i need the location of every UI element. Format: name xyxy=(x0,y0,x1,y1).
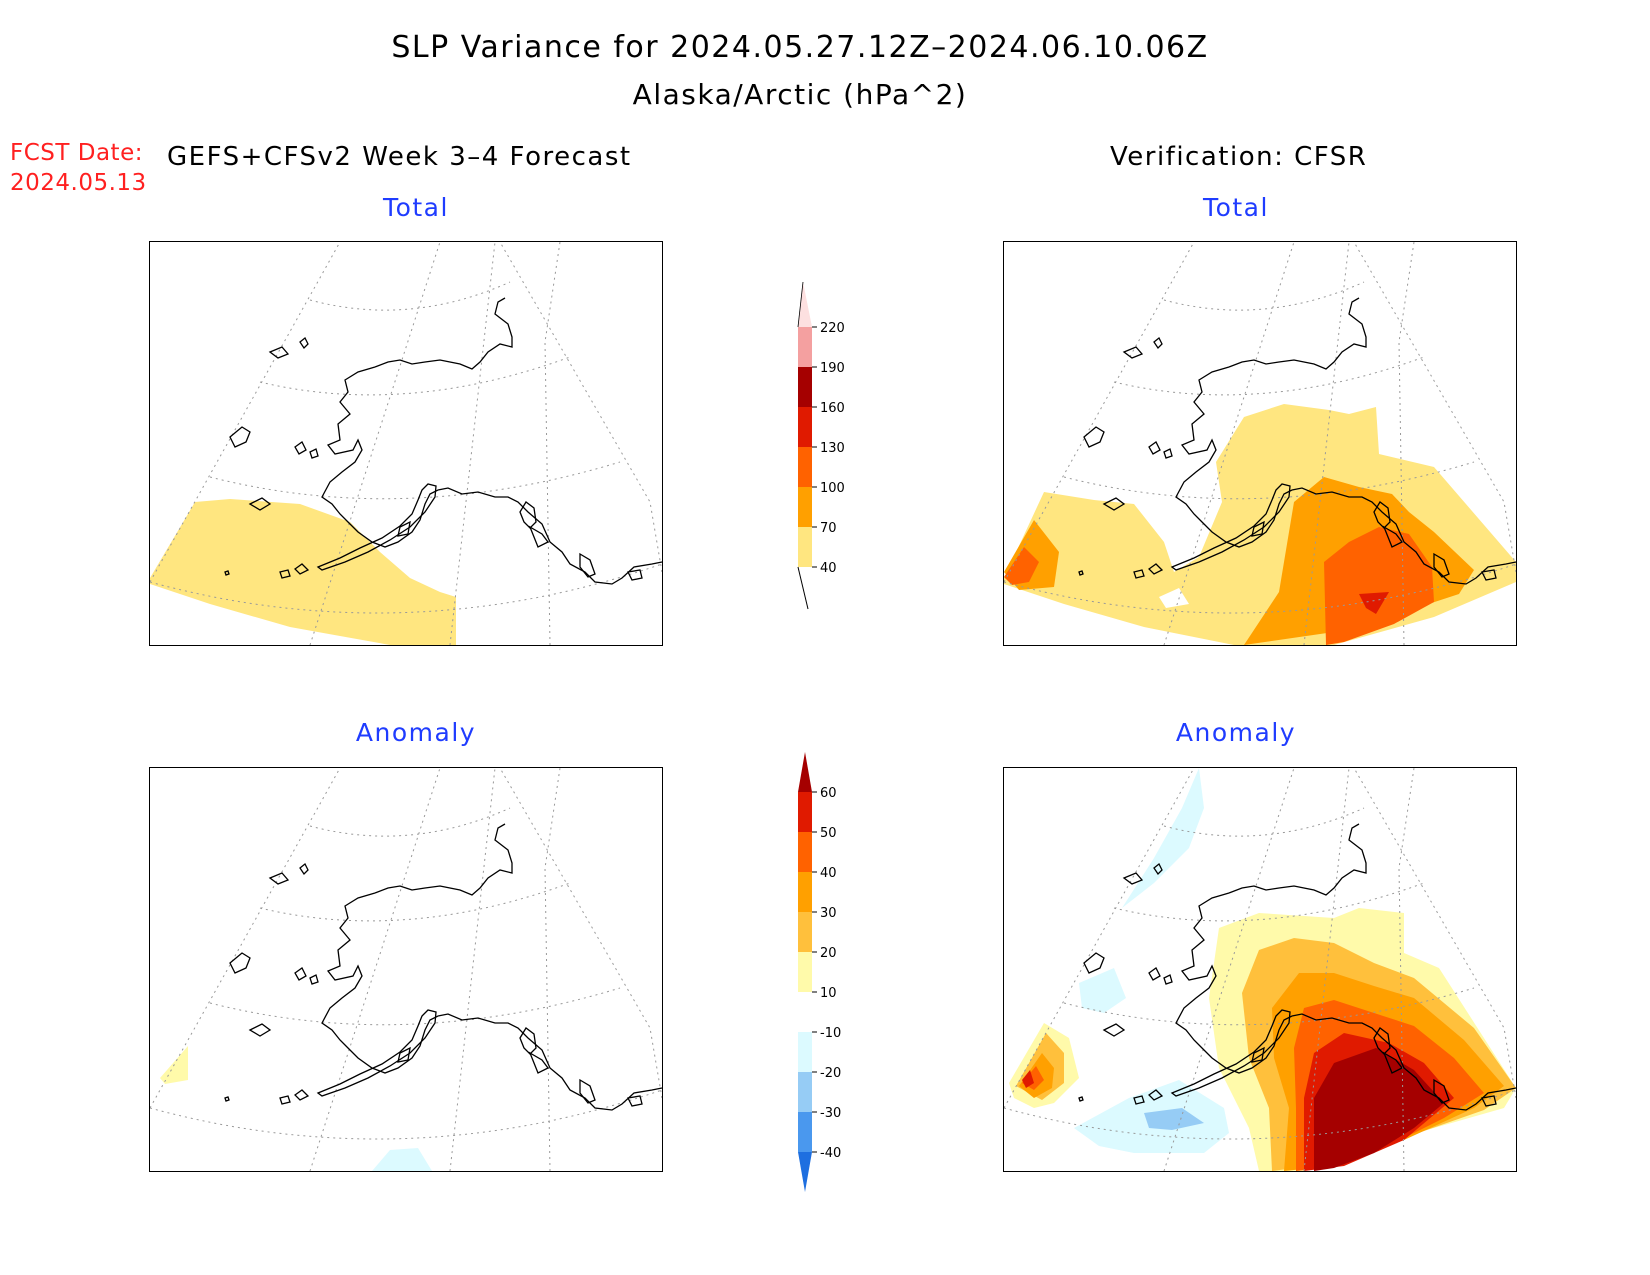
colorbar-tick-label: -20 xyxy=(820,1066,841,1081)
forecast-total-label: Total xyxy=(383,193,449,222)
colorbar-box xyxy=(798,872,812,912)
forecast-date-label: FCST Date: xyxy=(10,140,143,166)
colorbar-tick-label: 160 xyxy=(820,401,845,416)
colorbar-tick-label: 130 xyxy=(820,441,845,456)
colorbar-bottom-triangle xyxy=(798,1152,812,1192)
forecast-date-value: 2024.05.13 xyxy=(10,170,147,196)
colorbar-tick-label: 40 xyxy=(820,866,837,881)
colorbar-bottom-triangle xyxy=(797,566,809,610)
total-colorbar: 40 70 100 130 160 190 220 xyxy=(778,281,858,616)
verification-anomaly-label: Anomaly xyxy=(1175,718,1297,747)
colorbar-tick-label: 190 xyxy=(820,361,845,376)
anomaly-contour-minus10-minus20 xyxy=(372,1148,432,1171)
anomaly-contour-50-60 xyxy=(1022,1070,1034,1088)
colorbar-box xyxy=(798,327,812,367)
colorbar-box xyxy=(798,407,812,447)
colorbar-box xyxy=(798,992,812,1032)
anomaly-colorbar: -40 -30 -20 -10 10 20 30 40 50 60 xyxy=(778,752,858,1206)
colorbar-box xyxy=(798,952,812,992)
colorbar-box xyxy=(798,1072,812,1112)
colorbar-box xyxy=(798,367,812,407)
colorbar-tick-label: 40 xyxy=(820,561,837,576)
colorbar-box xyxy=(798,487,812,527)
colorbar-box xyxy=(798,792,812,832)
verification-anomaly-map xyxy=(1003,767,1517,1172)
colorbar-box xyxy=(798,447,812,487)
colorbar-tick-label: -10 xyxy=(820,1026,841,1041)
colorbar-tick-label: 10 xyxy=(820,986,837,1001)
colorbar-box xyxy=(798,832,812,872)
verification-total-map xyxy=(1003,241,1517,646)
page-title: SLP Variance for 2024.05.27.12Z–2024.06.… xyxy=(391,30,1209,65)
verification-total-label: Total xyxy=(1203,193,1269,222)
colorbar-top-triangle xyxy=(798,752,812,792)
colorbar-tick-label: 70 xyxy=(820,521,837,536)
page-subtitle: Alaska/Arctic (hPa^2) xyxy=(632,78,968,111)
colorbar-tick-label: 30 xyxy=(820,906,837,921)
variance-contour-130-160 xyxy=(1359,592,1389,614)
colorbar-box xyxy=(798,1032,812,1072)
colorbar-tick-label: -30 xyxy=(820,1106,841,1121)
variance-contour-lt40 xyxy=(1159,588,1189,608)
forecast-total-map xyxy=(149,241,663,646)
colorbar-box xyxy=(798,1112,812,1152)
colorbar-tick-label: 60 xyxy=(820,786,837,801)
anomaly-contour-minus10-minus20 xyxy=(1079,968,1126,1013)
colorbar-box xyxy=(798,527,812,567)
forecast-date-block: FCST Date: 2024.05.13 xyxy=(10,138,147,198)
colorbar-tick-label: 100 xyxy=(820,481,845,496)
forecast-column-title: GEFS+CFSv2 Week 3–4 Forecast xyxy=(167,142,632,172)
anomaly-contour-minus10-minus20 xyxy=(1122,768,1204,908)
anomaly-contour-gt60 xyxy=(1314,1048,1444,1171)
anomaly-contour-minus20-minus30 xyxy=(1144,1108,1204,1130)
colorbar-tick-label: 220 xyxy=(820,321,845,336)
colorbar-tick-label: 50 xyxy=(820,826,837,841)
colorbar-tick-label: -40 xyxy=(820,1146,841,1161)
forecast-anomaly-map xyxy=(149,767,663,1172)
variance-contour-100-130 xyxy=(1324,527,1434,645)
forecast-anomaly-label: Anomaly xyxy=(355,718,477,747)
colorbar-tick-label: 20 xyxy=(820,946,837,961)
variance-contour-100-130 xyxy=(1004,547,1039,585)
colorbar-box xyxy=(798,912,812,952)
verification-column-title: Verification: CFSR xyxy=(1110,142,1368,172)
colorbar-top-triangle xyxy=(798,282,812,327)
